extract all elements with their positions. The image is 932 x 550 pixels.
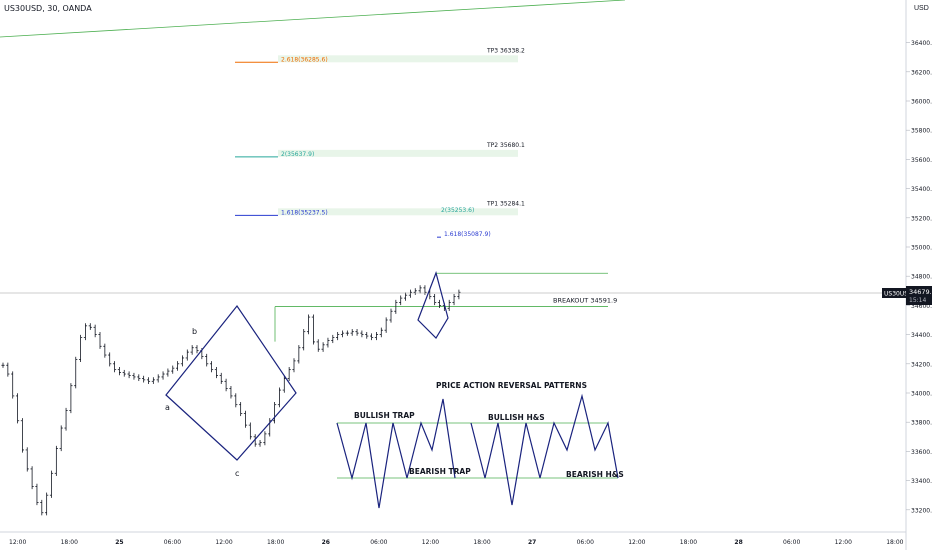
fib-levels: 2.618(36285.6) TP3 36338.2 2(35637.9) TP2 3… <box>235 47 617 342</box>
price-badge-countdown: 15:14 <box>909 297 926 304</box>
level-band <box>278 55 518 63</box>
x-tick-label: 12:00 <box>422 539 439 546</box>
pattern-bearish-trap: BEARISH TRAP <box>409 467 471 476</box>
x-tick-label: 12:00 <box>835 539 852 546</box>
level-tp-label: TP1 35284.1 <box>486 200 525 207</box>
x-tick-label: 18:00 <box>267 539 284 546</box>
y-tick-label: 35400.0 <box>911 186 932 193</box>
x-tick-label: 18:00 <box>886 539 903 546</box>
current-price-badge: US30USD 34679.8 15:14 <box>882 286 932 305</box>
y-tick-label: 34000.0 <box>911 391 932 398</box>
x-tick-label: 18:00 <box>473 539 490 546</box>
x-tick-label: 25 <box>115 539 123 546</box>
y-axis-ticks: 33200.0 33400.0 33600.0 33800.0 34000.0 34200… <box>906 40 932 514</box>
y-tick-label: 34200.0 <box>911 361 932 368</box>
legend-title: PRICE ACTION REVERSAL PATTERNS <box>436 381 587 390</box>
x-tick-label: 18:00 <box>61 539 78 546</box>
x-tick-label: 06:00 <box>577 539 594 546</box>
y-tick-label: 33400.0 <box>911 478 932 485</box>
pattern-bullish-hs: BULLISH H&S <box>488 413 545 422</box>
level-tp-label: TP2 35680.1 <box>486 142 525 149</box>
y-tick-label: 36200.0 <box>911 69 932 76</box>
level-band <box>278 208 518 216</box>
level-band <box>278 149 518 157</box>
small-diamond-shape <box>417 271 449 339</box>
y-tick-label: 35000.0 <box>911 245 932 252</box>
level-fib-label: 2.618(36285.6) <box>281 56 328 63</box>
small-diamond <box>417 271 449 339</box>
price-badge <box>906 286 932 305</box>
y-tick-label: 33800.0 <box>911 420 932 427</box>
x-tick-label: 18:00 <box>680 539 697 546</box>
fib-extra-label: 1.618(35087.9) <box>444 231 491 238</box>
hs-pattern-line <box>470 393 619 506</box>
diamond-shape <box>165 304 297 461</box>
symbol-badge-text: US30USD <box>884 291 913 298</box>
pattern-bullish-trap: BULLISH TRAP <box>354 411 415 420</box>
y-tick-label: 34600.0 <box>911 303 932 310</box>
x-tick-label: 12:00 <box>9 539 26 546</box>
x-axis-ticks: 12:00 18:00 25 06:00 12:00 18:00 26 06:00 12:00 1… <box>9 539 904 546</box>
y-tick-label: 36400.0 <box>911 40 932 47</box>
point-a-label: a <box>165 403 170 412</box>
candles <box>1 285 461 516</box>
diamond-pattern: a b c <box>165 304 297 478</box>
symbol-badge <box>882 288 906 298</box>
y-tick-label: 35600.0 <box>911 157 932 164</box>
x-tick-label: 12:00 <box>215 539 232 546</box>
x-tick-label: 12:00 <box>628 539 645 546</box>
point-c-label: c <box>235 469 239 478</box>
pattern-legend: PRICE ACTION REVERSAL PATTERNS BULLISH T… <box>336 381 624 509</box>
y-tick-label: 33200.0 <box>911 507 932 514</box>
breakout-label: BREAKOUT 34591.9 <box>553 297 617 305</box>
price-badge-value: 34679.8 <box>909 288 932 296</box>
y-tick-label: 34800.0 <box>911 274 932 281</box>
y-tick-label: 35200.0 <box>911 215 932 222</box>
pattern-bearish-hs: BEARISH H&S <box>566 470 624 479</box>
x-tick-label: 06:00 <box>783 539 800 546</box>
level-tp-label: TP3 36338.2 <box>486 47 525 54</box>
y-tick-label: 34400.0 <box>911 332 932 339</box>
x-tick-label: 06:00 <box>370 539 387 546</box>
level-fib-label: 1.618(35237.5) <box>281 209 328 216</box>
trap-pattern-line <box>336 398 456 509</box>
trend-line <box>0 0 626 38</box>
currency-label: USD <box>914 5 929 12</box>
y-tick-label: 33600.0 <box>911 449 932 456</box>
y-tick-label: 36000.0 <box>911 99 932 106</box>
fib-extra-label: 2(35253.6) <box>441 207 474 214</box>
point-b-label: b <box>192 327 197 336</box>
y-tick-label: 35800.0 <box>911 128 932 135</box>
chart-title: US30USD, 30, OANDA <box>4 4 92 13</box>
x-tick-label: 06:00 <box>164 539 181 546</box>
x-tick-label: 26 <box>322 539 330 546</box>
level-fib-label: 2(35637.9) <box>281 151 314 158</box>
plot-area[interactable] <box>0 0 906 532</box>
x-tick-label: 28 <box>734 539 742 546</box>
x-tick-label: 27 <box>528 539 536 546</box>
